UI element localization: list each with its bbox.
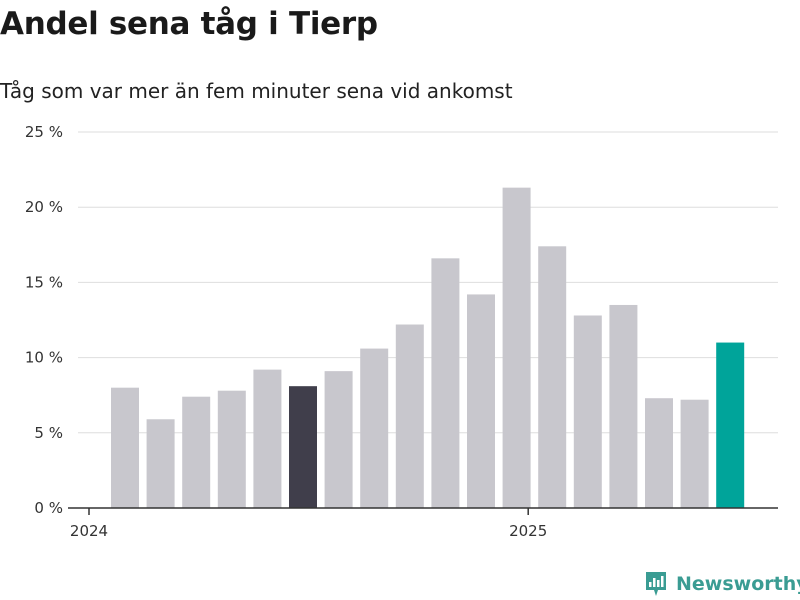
- bar: [645, 398, 673, 508]
- bar: [146, 419, 175, 508]
- x-tick-label: 2024: [70, 522, 108, 540]
- bar: [431, 258, 460, 508]
- y-tick-label: 15 %: [25, 273, 63, 291]
- bar-chart: 0 % 5 % 10 % 15 % 20 % 25 % 2024 2025: [25, 123, 778, 540]
- y-tick-label: 0 %: [34, 499, 63, 517]
- bar: [609, 304, 638, 508]
- bar: [253, 369, 282, 508]
- bar: [573, 315, 602, 508]
- newsworthy-logo-icon: [646, 572, 666, 596]
- y-tick-label: 10 %: [25, 349, 63, 367]
- bar: [360, 348, 389, 508]
- bar: [716, 342, 745, 508]
- y-tick-label: 20 %: [25, 198, 63, 216]
- bar: [182, 396, 211, 508]
- bar: [289, 386, 317, 508]
- y-tick-label: 25 %: [25, 123, 63, 141]
- newsworthy-logo: Newsworthy: [644, 569, 800, 599]
- bar: [111, 387, 139, 508]
- bar: [395, 324, 424, 508]
- newsworthy-logo-text: Newsworthy: [676, 573, 800, 595]
- bar: [324, 371, 353, 508]
- bar: [217, 390, 246, 508]
- x-tick-label: 2025: [509, 522, 547, 540]
- y-tick-label: 5 %: [34, 424, 63, 442]
- chart-title: Andel sena tåg i Tierp: [0, 6, 378, 42]
- bar: [680, 399, 709, 508]
- bar: [502, 187, 531, 508]
- bar: [538, 246, 567, 508]
- bar: [467, 294, 495, 508]
- chart-subtitle: Tåg som var mer än fem minuter sena vid …: [0, 79, 513, 103]
